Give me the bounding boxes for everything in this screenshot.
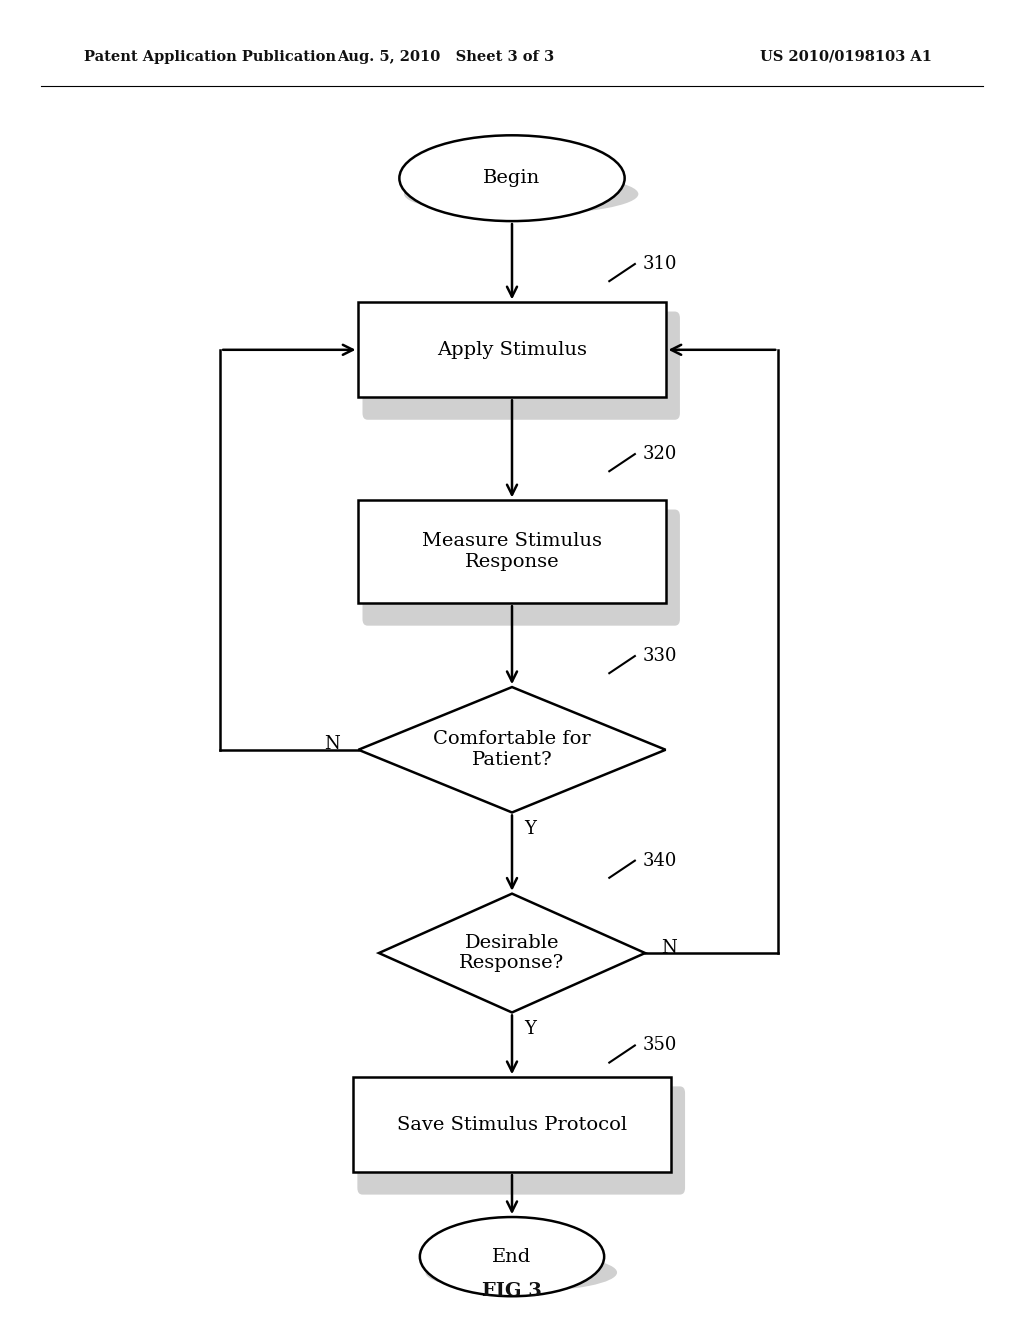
Text: End: End	[493, 1247, 531, 1266]
Text: Apply Stimulus: Apply Stimulus	[437, 341, 587, 359]
Ellipse shape	[404, 173, 638, 215]
FancyBboxPatch shape	[362, 312, 680, 420]
FancyBboxPatch shape	[357, 1086, 685, 1195]
Polygon shape	[379, 894, 645, 1012]
Polygon shape	[441, 733, 601, 799]
Bar	[353, 1077, 671, 1172]
Text: US 2010/0198103 A1: US 2010/0198103 A1	[760, 50, 932, 63]
Text: Begin: Begin	[483, 169, 541, 187]
Text: Measure Stimulus
Response: Measure Stimulus Response	[422, 532, 602, 572]
Text: 310: 310	[643, 255, 678, 273]
Text: Save Stimulus Protocol: Save Stimulus Protocol	[397, 1115, 627, 1134]
Text: Desirable
Response?: Desirable Response?	[460, 933, 564, 973]
Text: 350: 350	[643, 1036, 678, 1055]
Text: Patent Application Publication: Patent Application Publication	[84, 50, 336, 63]
Text: 340: 340	[643, 851, 678, 870]
Text: N: N	[662, 939, 677, 957]
Polygon shape	[358, 686, 666, 812]
Ellipse shape	[420, 1217, 604, 1296]
Polygon shape	[452, 939, 591, 999]
Text: Y: Y	[524, 1020, 537, 1039]
Ellipse shape	[425, 1254, 617, 1291]
Text: Aug. 5, 2010   Sheet 3 of 3: Aug. 5, 2010 Sheet 3 of 3	[337, 50, 554, 63]
Text: N: N	[325, 735, 340, 754]
Text: Y: Y	[524, 820, 537, 838]
Bar	[358, 302, 666, 397]
Text: 320: 320	[643, 445, 678, 463]
FancyBboxPatch shape	[362, 510, 680, 626]
Bar	[358, 500, 666, 603]
Ellipse shape	[399, 135, 625, 222]
Text: FIG 3: FIG 3	[482, 1282, 542, 1300]
Text: Comfortable for
Patient?: Comfortable for Patient?	[433, 730, 591, 770]
Text: 330: 330	[643, 647, 678, 665]
